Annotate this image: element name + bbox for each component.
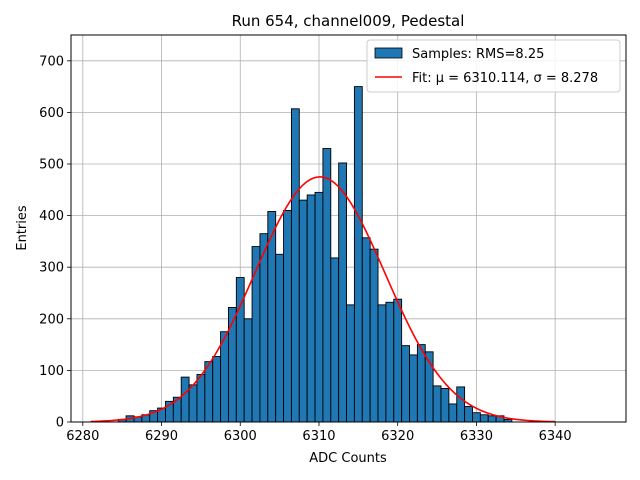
histogram-bar bbox=[377, 304, 387, 423]
y-axis-label: Entries bbox=[15, 205, 30, 251]
histogram-bar bbox=[346, 304, 355, 423]
histogram-bar bbox=[385, 301, 395, 423]
histogram-bar bbox=[330, 257, 340, 423]
histogram-bar bbox=[212, 356, 222, 423]
histogram-bar bbox=[409, 354, 418, 423]
histogram-bar bbox=[275, 253, 285, 423]
y-tick-label: 500 bbox=[39, 158, 64, 173]
histogram-bar bbox=[227, 306, 237, 423]
x-tick-label: 6300 bbox=[224, 429, 257, 444]
histogram-bar bbox=[314, 191, 324, 423]
x-axis-ticks: 6280 6290 6300 6310 6320 6330 6340 bbox=[66, 422, 572, 444]
histogram-bar bbox=[464, 406, 473, 423]
y-tick-label: 700 bbox=[39, 54, 64, 69]
histogram-bar bbox=[322, 148, 332, 423]
legend-label-samples: Samples: RMS=8.25 bbox=[412, 47, 544, 62]
histogram-bar bbox=[472, 412, 481, 423]
histogram-bar bbox=[456, 386, 466, 423]
x-tick-label: 6340 bbox=[539, 429, 572, 444]
histogram-bar bbox=[353, 86, 363, 423]
y-tick-label: 0 bbox=[56, 416, 64, 431]
plot-frame bbox=[70, 34, 627, 423]
y-tick-label: 600 bbox=[39, 106, 64, 121]
y-tick-label: 100 bbox=[39, 364, 64, 379]
histogram-bar bbox=[298, 199, 308, 423]
histogram-bar bbox=[306, 194, 316, 423]
legend: Samples: RMS=8.25 Fit: μ = 6310.114, σ =… bbox=[366, 39, 621, 93]
histogram-bar bbox=[259, 233, 269, 423]
histogram-bar bbox=[487, 415, 497, 423]
x-tick-label: 6330 bbox=[460, 429, 493, 444]
y-tick-label: 200 bbox=[39, 312, 64, 327]
histogram-bar bbox=[440, 388, 450, 423]
histogram-bar bbox=[432, 385, 442, 423]
histogram-bar bbox=[290, 108, 300, 423]
legend-box bbox=[366, 39, 621, 93]
legend-swatch-samples bbox=[374, 47, 403, 59]
histogram-bar bbox=[393, 298, 403, 423]
histogram-bar bbox=[220, 331, 229, 423]
histogram-bar bbox=[251, 246, 261, 423]
y-tick-label: 300 bbox=[39, 261, 64, 276]
histogram-bar bbox=[338, 162, 347, 423]
y-tick-label: 400 bbox=[39, 209, 64, 224]
histogram-bar bbox=[448, 403, 458, 423]
histogram-bar bbox=[361, 237, 371, 423]
histogram-bar bbox=[180, 376, 190, 423]
y-axis-ticks: 0 100 200 300 400 500 600 700 bbox=[39, 54, 71, 431]
histogram-bar bbox=[204, 361, 214, 423]
histogram-bar bbox=[188, 384, 198, 423]
gaussian-fit-line bbox=[90, 176, 556, 423]
histogram-bar bbox=[401, 345, 410, 423]
x-axis-label: ADC Counts bbox=[309, 451, 387, 466]
histogram-bar bbox=[196, 374, 206, 423]
histogram-bar bbox=[243, 318, 253, 423]
x-tick-label: 6320 bbox=[381, 429, 414, 444]
histogram-bar bbox=[369, 248, 379, 423]
histogram-bar bbox=[283, 209, 292, 423]
legend-label-fit: Fit: μ = 6310.114, σ = 8.278 bbox=[412, 71, 598, 86]
x-tick-label: 6310 bbox=[302, 429, 335, 444]
x-tick-label: 6280 bbox=[66, 429, 99, 444]
x-tick-label: 6290 bbox=[145, 429, 178, 444]
chart-title: Run 654, channel009, Pedestal bbox=[232, 12, 465, 30]
histogram-bar bbox=[416, 344, 426, 423]
histogram-bar bbox=[479, 414, 489, 423]
